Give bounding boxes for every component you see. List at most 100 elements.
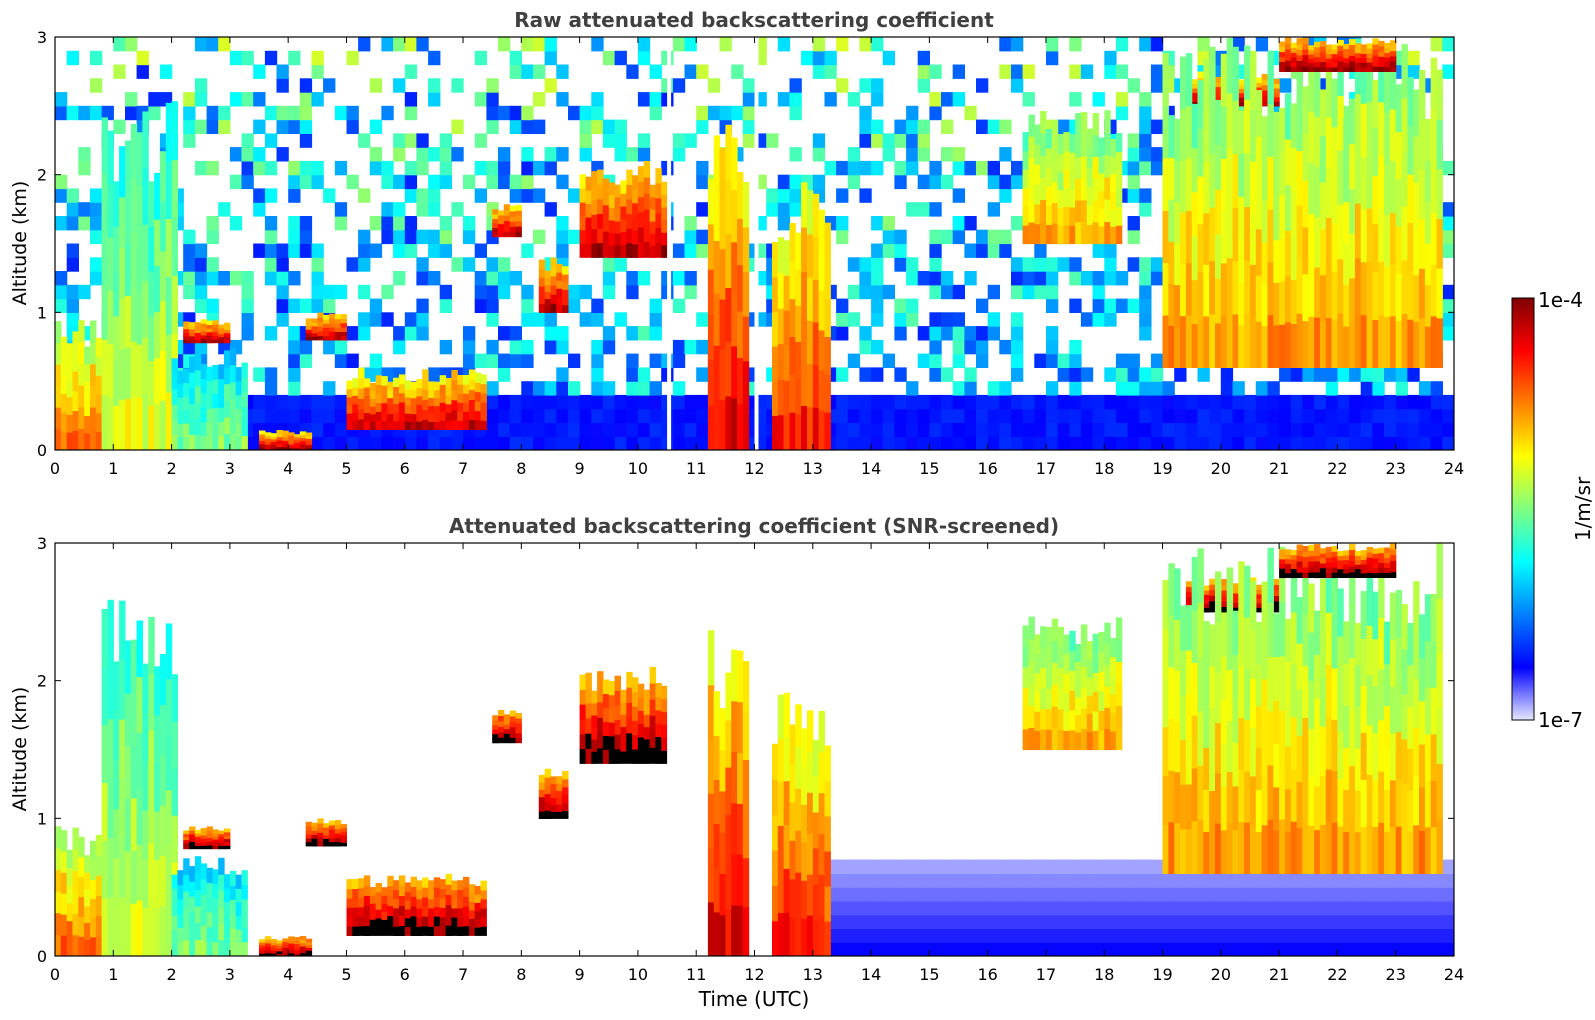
noise-cell: [882, 216, 895, 231]
feature-cell: [602, 204, 610, 219]
noise-cell: [264, 367, 278, 382]
feature-cell: [1389, 45, 1397, 52]
noise-cell: [66, 50, 79, 66]
feature-cell: [1413, 678, 1420, 728]
noise-cell: [78, 202, 91, 217]
feature-cell: [1255, 275, 1263, 322]
noise-cell: [591, 353, 604, 368]
feature-cell: [562, 778, 569, 788]
feature-cell: [294, 447, 301, 450]
feature-cell: [428, 389, 435, 398]
noise-cell: [859, 367, 872, 382]
noise-cell: [381, 284, 394, 300]
noise-cell: [404, 92, 418, 107]
feature-cell: [509, 231, 517, 238]
noise-cell: [929, 928, 942, 943]
noise-cell: [253, 408, 266, 424]
noise-cell: [871, 914, 884, 930]
feature-cell: [1115, 683, 1123, 707]
noise-cell: [311, 298, 324, 313]
feature-cell: [1191, 609, 1199, 663]
noise-cell: [556, 408, 569, 424]
feature-cell: [1378, 617, 1385, 670]
feature-cell: [1360, 44, 1368, 50]
noise-cell: [1139, 257, 1152, 272]
feature-cell: [1360, 208, 1368, 263]
noise-cell: [404, 133, 418, 148]
feature-cell: [707, 404, 715, 450]
feature-cell: [1296, 555, 1303, 562]
feature-cell: [171, 275, 178, 335]
noise-cell: [393, 436, 406, 450]
feature-cell: [463, 375, 470, 385]
feature-cell: [194, 335, 202, 340]
noise-cell: [929, 312, 942, 327]
feature-cell: [789, 223, 796, 262]
feature-cell: [183, 325, 190, 330]
feature-cell: [416, 379, 423, 388]
noise-cell: [964, 394, 977, 410]
noise-cell: [1255, 914, 1269, 930]
noise-cell: [1185, 873, 1199, 888]
feature-cell: [801, 766, 808, 805]
noise-cell: [544, 147, 557, 162]
noise-cell: [1325, 422, 1339, 437]
noise-cell: [614, 133, 627, 148]
noise-cell: [999, 381, 1012, 396]
noise-cell: [276, 394, 289, 410]
noise-cell: [1174, 873, 1187, 888]
feature-cell: [1337, 555, 1344, 561]
feature-cell: [737, 752, 744, 804]
feature-cell: [334, 331, 342, 337]
feature-cell: [789, 336, 796, 375]
noise-cell: [1360, 408, 1373, 424]
noise-cell: [288, 408, 301, 424]
noise-cell: [521, 394, 534, 410]
feature-cell: [1436, 818, 1443, 874]
feature-cell: [1319, 135, 1327, 183]
feature-cell: [1337, 66, 1344, 73]
noise-cell: [637, 436, 651, 450]
feature-cell: [1273, 83, 1280, 89]
noise-cell: [1104, 887, 1117, 902]
feature-cell: [428, 405, 435, 414]
feature-cell: [142, 167, 149, 225]
feature-cell: [1366, 52, 1373, 58]
feature-cell: [276, 943, 283, 947]
feature-cell: [212, 835, 219, 840]
feature-cell: [649, 221, 656, 234]
noise-cell: [1139, 859, 1152, 874]
noise-cell: [824, 92, 837, 107]
feature-cell: [194, 339, 202, 344]
noise-cell: [1314, 887, 1327, 902]
noise-cell: [999, 339, 1012, 355]
feature-cell: [801, 405, 808, 450]
feature-cell: [1040, 729, 1047, 751]
feature-cell: [113, 759, 120, 810]
feature-cell: [1226, 257, 1234, 314]
feature-cell: [544, 284, 552, 293]
noise-cell: [1069, 408, 1082, 424]
noise-cell: [626, 326, 639, 341]
feature-cell: [1407, 831, 1414, 874]
feature-cell: [55, 385, 62, 408]
feature-cell: [1314, 116, 1321, 167]
noise-cell: [1046, 381, 1059, 396]
noise-cell: [987, 914, 1000, 930]
feature-cell: [270, 939, 278, 943]
noise-cell: [1430, 408, 1443, 424]
feature-cell: [1349, 819, 1356, 874]
feature-cell: [772, 415, 779, 450]
noise-cell: [556, 381, 569, 396]
noise-cell: [847, 928, 861, 943]
noise-cell: [253, 202, 266, 217]
feature-cell: [1354, 831, 1362, 874]
noise-cell: [1395, 887, 1408, 902]
noise-cell: [1139, 326, 1152, 341]
feature-cell: [1308, 58, 1315, 64]
feature-cell: [1267, 314, 1274, 368]
feature-cell: [550, 797, 557, 805]
noise-cell: [1197, 873, 1210, 888]
feature-cell: [1220, 584, 1228, 591]
feature-cell: [591, 751, 598, 764]
